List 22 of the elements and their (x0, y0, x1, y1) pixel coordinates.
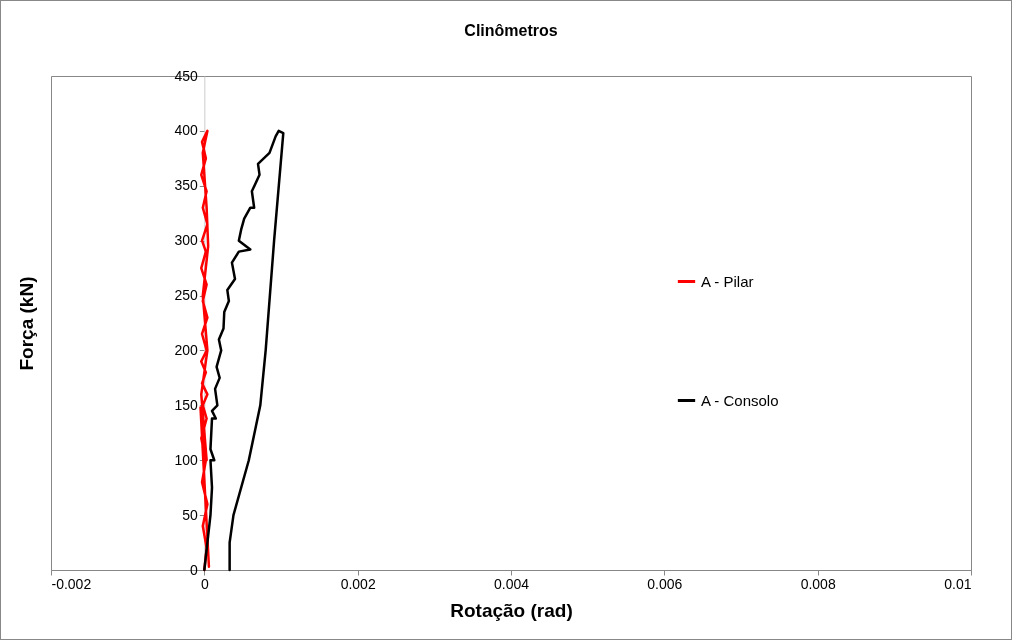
y-tick-label: 50 (182, 506, 199, 523)
y-tick-label: 250 (174, 287, 199, 304)
x-tick-label: 0.006 (647, 575, 683, 592)
x-tick-label: 0.004 (493, 575, 530, 592)
y-tick-label: 350 (174, 177, 199, 194)
x-tick-label: -0.002 (51, 575, 92, 592)
legend-label: A - Consolo (701, 391, 779, 409)
y-tick-label: 100 (174, 451, 199, 468)
chart-title: Clinômetros (464, 22, 558, 39)
y-tick-label: 300 (174, 232, 199, 249)
y-tick-label: 150 (174, 396, 199, 413)
line-series (203, 129, 285, 572)
y-tick-label: 0 (190, 561, 199, 578)
x-tick-label: 0.01 (944, 575, 972, 592)
y-tick-label: 200 (174, 341, 199, 358)
y-tick-label: 400 (174, 122, 199, 139)
x-tick-label: 0.008 (800, 575, 836, 592)
x-tick-label: 0.002 (340, 575, 376, 592)
legend-label: A - Pilar (701, 272, 754, 290)
x-axis-title: Rotação (rad) (450, 599, 573, 621)
y-axis-title: Força (kN) (15, 276, 37, 371)
y-tick-label: 450 (174, 67, 199, 84)
